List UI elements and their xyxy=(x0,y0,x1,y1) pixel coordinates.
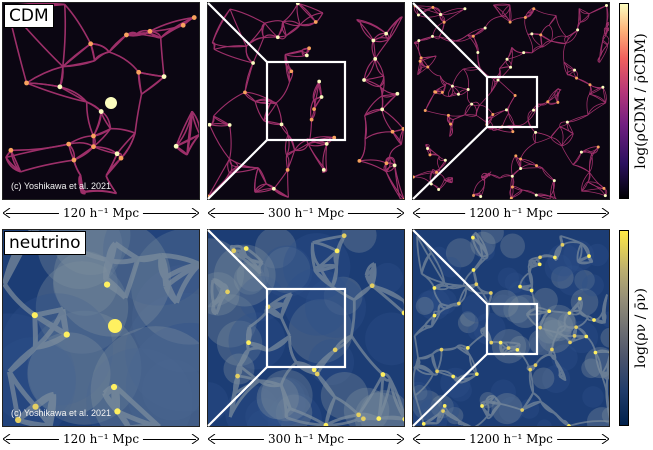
colorbar-neutrino xyxy=(619,230,629,426)
credit-cdm: (c) Yoshikawa et al. 2021 xyxy=(11,181,112,191)
neutrino-panel-120: neutrino (c) Yoshikawa et al. 2021 xyxy=(2,229,200,427)
cdm-density-map-1200 xyxy=(413,3,609,199)
colorbar-label-cdm: log(ρCDM / ρ̄CDM) xyxy=(633,33,649,169)
scale-bar-cdm-120: 120 h⁻¹ Mpc xyxy=(2,205,200,221)
neutrino-panel-300 xyxy=(207,229,405,427)
cdm-density-map-300 xyxy=(208,3,404,199)
scale-label: 1200 h⁻¹ Mpc xyxy=(465,431,557,447)
neutrino-panel-1200 xyxy=(412,229,610,427)
cdm-panel-1200 xyxy=(412,2,610,200)
cdm-panel-120: CDM (c) Yoshikawa et al. 2021 xyxy=(2,2,200,200)
scale-bar-cdm-1200: 1200 h⁻¹ Mpc xyxy=(412,205,610,221)
scale-label: 300 h⁻¹ Mpc xyxy=(263,431,349,447)
row-label-cdm: CDM xyxy=(4,4,54,28)
scale-label: 120 h⁻¹ Mpc xyxy=(58,205,144,221)
cdm-panel-300 xyxy=(207,2,405,200)
scale-bar-cdm-300: 300 h⁻¹ Mpc xyxy=(207,205,405,221)
colorbar-cdm xyxy=(619,3,629,199)
neutrino-density-map-300 xyxy=(208,230,404,426)
neutrino-density-map-1200 xyxy=(413,230,609,426)
scale-label: 120 h⁻¹ Mpc xyxy=(58,431,144,447)
scale-bar-nu-300: 300 h⁻¹ Mpc xyxy=(207,431,405,447)
colorbar-label-neutrino: log(ρν / ρ̄ν) xyxy=(633,288,649,368)
scale-label: 1200 h⁻¹ Mpc xyxy=(465,205,557,221)
credit-neutrino: (c) Yoshikawa et al. 2021 xyxy=(11,408,112,418)
scale-bar-nu-120: 120 h⁻¹ Mpc xyxy=(2,431,200,447)
cdm-density-map-120 xyxy=(5,3,199,195)
scale-label: 300 h⁻¹ Mpc xyxy=(263,205,349,221)
scale-bar-nu-1200: 1200 h⁻¹ Mpc xyxy=(412,431,610,447)
row-label-neutrino: neutrino xyxy=(4,231,86,255)
neutrino-density-map-120 xyxy=(3,230,199,426)
